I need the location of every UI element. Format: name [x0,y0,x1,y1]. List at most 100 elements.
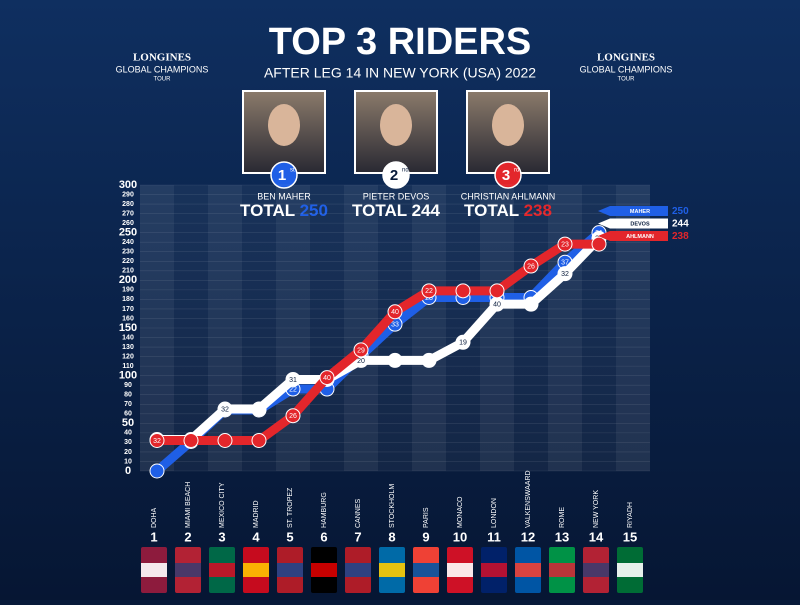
y-tick-label: 90 [124,382,132,389]
point [455,283,471,299]
y-tick-label: 210 [122,268,134,275]
flag [209,547,235,593]
flag-band [209,563,235,577]
point [421,352,437,368]
flag-band [413,563,439,577]
data-label: 40 [493,302,501,309]
x-tick-label: ST. TROPEZ [287,487,294,528]
stripe [412,185,446,471]
data-label: 32 [221,406,229,413]
y-tick-label: 230 [122,249,134,256]
total-label: TOTAL [240,201,295,220]
rider-total: TOTAL 238 [464,201,552,220]
flag-band [243,563,269,577]
data-label: 28 [425,295,433,302]
data-label: 22 [425,288,433,295]
y-tick-label: 280 [122,201,134,208]
y-tick-label: 40 [124,430,132,437]
y-tick-label: 30 [124,439,132,446]
y-tick-label: 80 [124,392,132,399]
stripe [480,185,514,471]
leg-number: 15 [623,529,637,544]
rider-name: BEN MAHER [257,191,311,201]
point [489,283,505,299]
y-tick-label: 50 [122,417,134,429]
flag-band [311,563,337,577]
flag-band [481,563,507,577]
leg-number: 4 [252,529,260,544]
y-tick-label: 150 [119,322,137,334]
end-label-bg [598,231,668,241]
y-tick-label: 10 [124,458,132,465]
leg-number: 5 [286,529,293,544]
total-value: 238 [524,201,552,220]
x-tick-label: NEW YORK [593,490,600,528]
flag-band [175,563,201,577]
point [285,371,301,387]
brand-line: GLOBAL CHAMPIONS [580,64,673,74]
flag [379,547,405,593]
leg-number: 7 [354,529,361,544]
x-tick-label: STOCKHOLM [389,484,396,528]
flag-band [141,563,167,577]
point [387,352,403,368]
y-tick-label: 220 [122,258,134,265]
rank-badge [382,161,410,189]
leg-number: 13 [555,529,569,544]
flag [447,547,473,593]
flag [583,547,609,593]
x-tick-label: DOHA [151,507,158,528]
rider-face [492,104,524,146]
flag-band [617,563,643,577]
point [591,236,607,252]
y-tick-label: 180 [122,296,134,303]
plot: 0102030405060708090100110120130140150160… [119,179,689,593]
leg-number: 11 [487,529,501,544]
flag [311,547,337,593]
point [421,283,437,299]
leg-number: 8 [388,529,395,544]
point [251,432,267,448]
y-tick-label: 130 [122,344,134,351]
brand-line: TOUR [154,77,172,83]
brand-name: LONGINES [133,52,191,64]
brand-line: TOUR [618,77,636,83]
leg-number: 10 [453,529,467,544]
point [149,463,165,479]
brand-name: LONGINES [597,52,655,64]
data-label: 19 [459,340,467,347]
flag-band [549,563,575,577]
rank-badge [270,161,298,189]
y-tick-label: 250 [119,227,137,239]
x-tick-label: MEXICO CITY [219,482,226,528]
y-tick-label: 60 [124,411,132,418]
flag-band [277,563,303,577]
point [319,370,335,386]
flag [481,547,507,593]
y-tick-label: 300 [119,179,137,191]
stripe [242,185,276,471]
end-label-total: 238 [672,231,689,242]
x-tick-label: RIYADH [627,502,634,528]
chart-title: TOP 3 RIDERS [269,21,532,63]
rank-suffix: st [290,168,295,174]
brand-right: LONGINES GLOBAL CHAMPIONS TOUR [580,52,673,83]
point [251,401,267,417]
stripe [310,185,344,471]
data-label: 40 [391,309,399,316]
rank-suffix: nd [402,168,409,174]
stripe [514,185,548,471]
leg-number: 14 [589,529,604,544]
y-tick-label: 190 [122,287,134,294]
point [557,236,573,252]
data-label: 29 [357,347,365,354]
flag [549,547,575,593]
flag-band [515,563,541,577]
stripe [140,185,174,471]
y-tick-label: 200 [119,274,137,286]
point [557,266,573,282]
point [183,432,199,448]
leg-number: 1 [150,529,157,544]
